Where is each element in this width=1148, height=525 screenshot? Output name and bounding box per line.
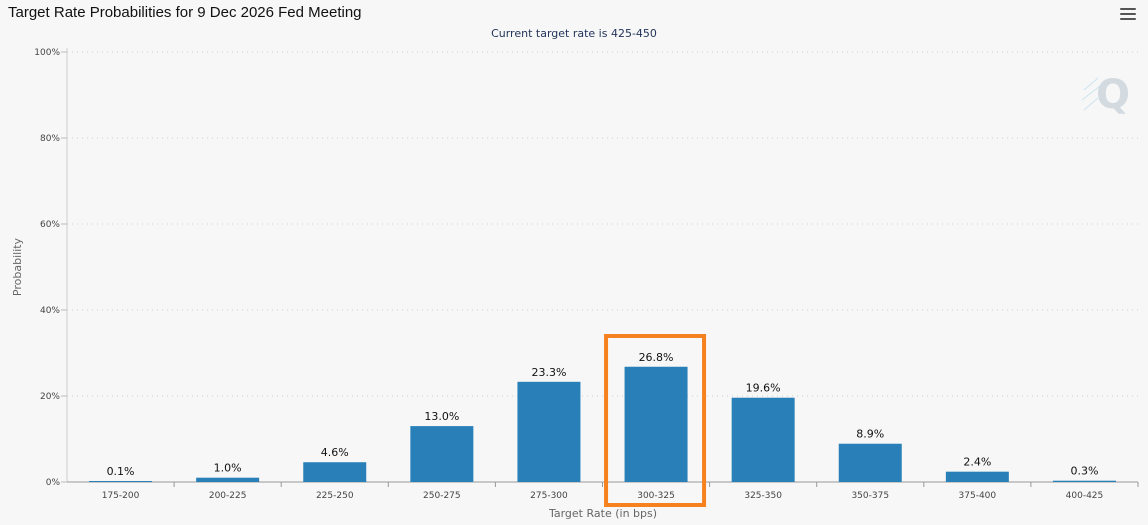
y-axis-title: Probability	[11, 237, 24, 296]
x-tick-label: 275-300	[530, 491, 568, 501]
bar	[945, 471, 1009, 482]
data-label: 0.1%	[107, 465, 135, 478]
x-tick-label: 375-400	[959, 491, 997, 501]
data-label: 19.6%	[746, 382, 781, 395]
y-axis-ticks: 0% 20% 40% 60% 80% 100%	[34, 48, 67, 488]
data-label: 1.0%	[214, 462, 242, 475]
x-tick-label: 300-325	[637, 491, 675, 501]
bar	[838, 443, 902, 482]
bars	[89, 366, 1116, 482]
data-label: 26.8%	[639, 351, 674, 364]
data-label: 13.0%	[424, 410, 459, 423]
x-tick-label: 225-250	[316, 491, 354, 501]
x-axis-categories: 175-200 200-225 225-250 250-275 275-300 300-3…	[102, 482, 1139, 501]
hamburger-menu-icon[interactable]	[1120, 8, 1136, 22]
y-tick-label: 80%	[40, 134, 60, 144]
bar	[1052, 480, 1116, 482]
bar	[303, 462, 367, 482]
bar	[89, 481, 153, 482]
bar	[731, 397, 795, 482]
data-label: 8.9%	[856, 428, 884, 441]
data-labels: 0.1% 1.0% 4.6% 13.0% 23.3% 26.8% 19.6% 8.9% 2.4%…	[107, 351, 1099, 478]
y-tick-label: 100%	[34, 48, 60, 58]
chart-title: Target Rate Probabilities for 9 Dec 2026…	[8, 4, 362, 21]
x-tick-label: 350-375	[851, 491, 889, 501]
axes	[66, 48, 1138, 483]
y-tick-label: 20%	[40, 392, 60, 402]
q-logo-icon: Q	[1081, 72, 1130, 118]
data-label: 23.3%	[531, 366, 566, 379]
chart-subtitle: Current target rate is 425-450	[491, 27, 657, 40]
x-tick-label: 175-200	[102, 491, 140, 501]
x-axis-title: Target Rate (in bps)	[548, 507, 657, 520]
x-tick-label: 250-275	[423, 491, 461, 501]
svg-text:Q: Q	[1096, 72, 1130, 118]
y-tick-label: 40%	[40, 306, 60, 316]
bar	[196, 477, 260, 482]
bar	[410, 426, 474, 482]
grid-lines	[67, 51, 1138, 397]
x-tick-label: 325-350	[744, 491, 782, 501]
bar	[624, 366, 688, 482]
bar	[517, 381, 581, 482]
data-label: 0.3%	[1070, 465, 1098, 478]
x-tick-label: 200-225	[209, 491, 247, 501]
x-tick-label: 400-425	[1066, 491, 1104, 501]
y-tick-label: 60%	[40, 220, 60, 230]
y-tick-label: 0%	[46, 478, 61, 488]
highlight-box	[604, 334, 707, 507]
data-label: 4.6%	[321, 446, 349, 459]
data-label: 2.4%	[963, 456, 991, 469]
